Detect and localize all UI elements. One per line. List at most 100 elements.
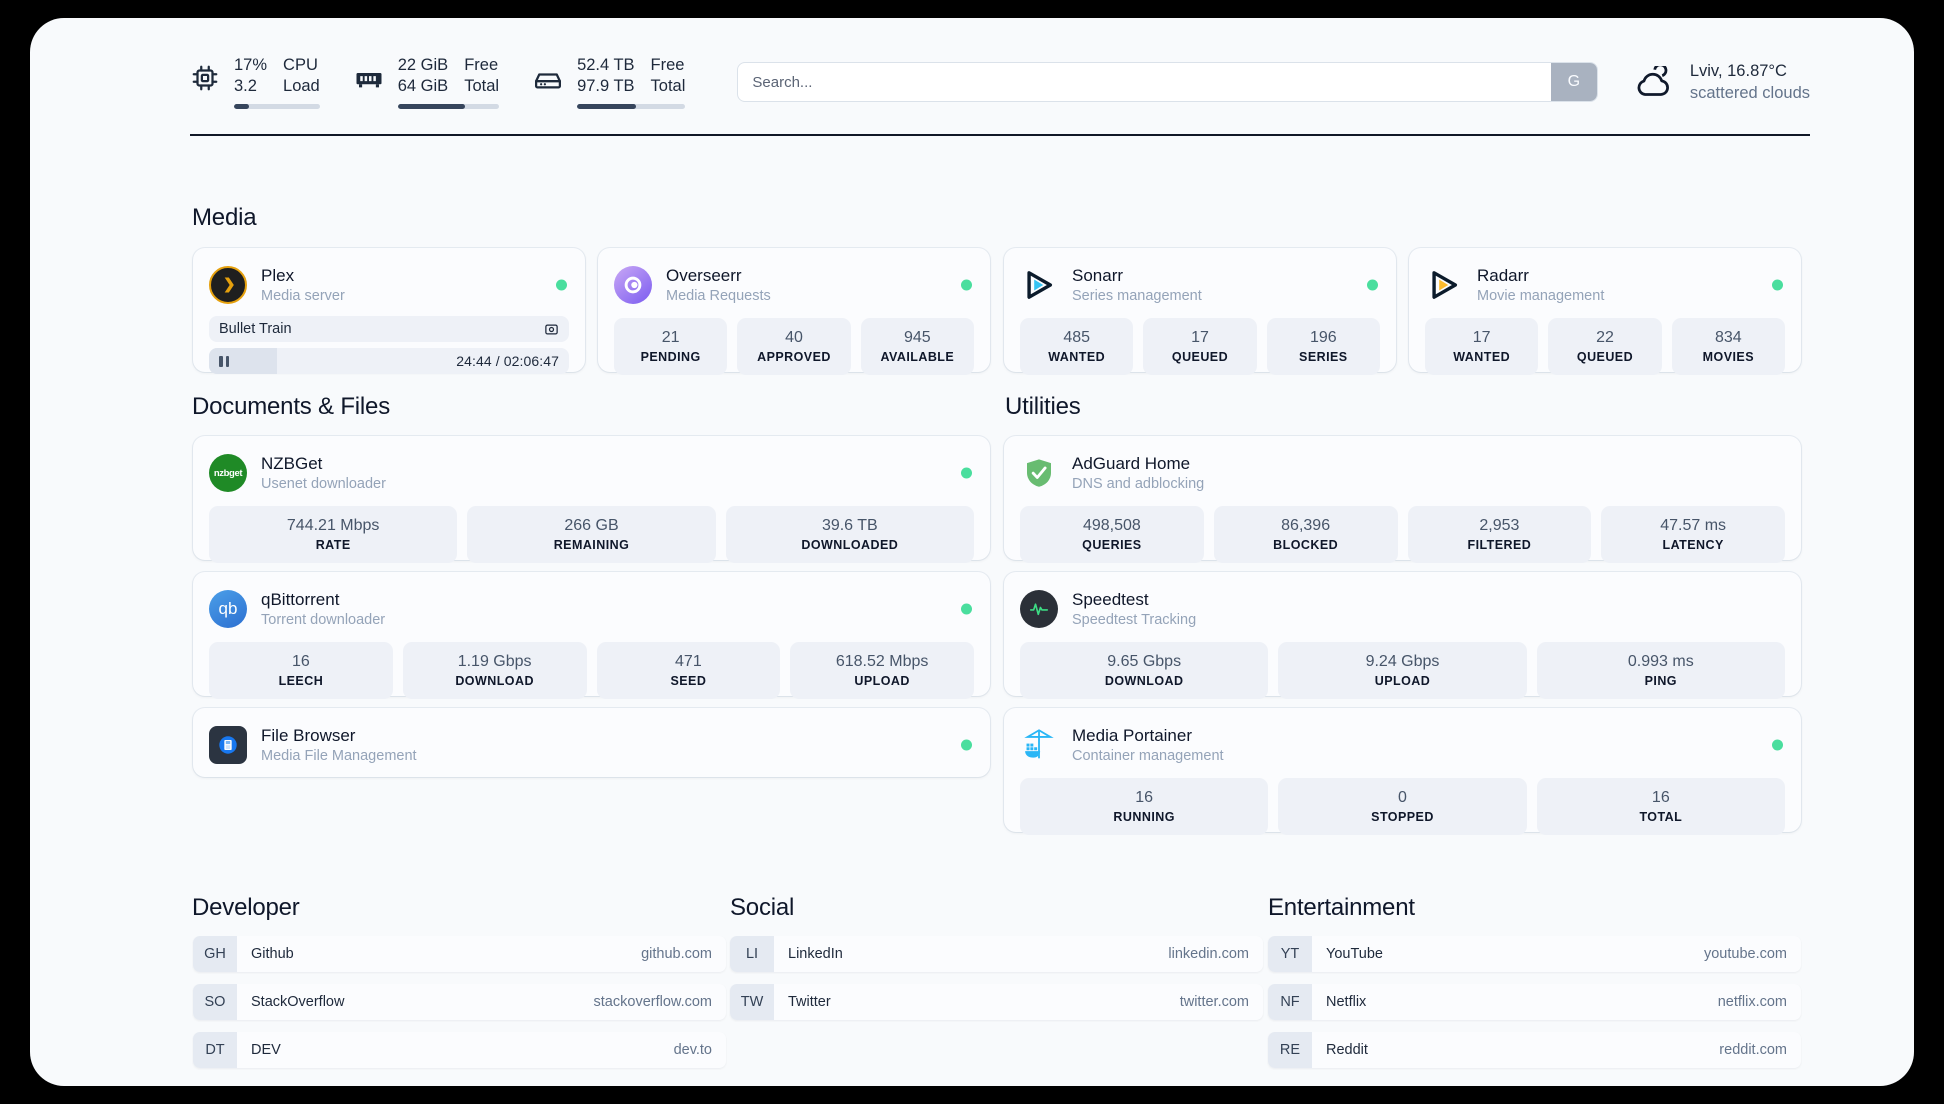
- stat-value: 40: [785, 329, 803, 346]
- service-card-speedtest[interactable]: Speedtest Speedtest Tracking 9.65 Gbps D…: [1004, 572, 1801, 699]
- stat-value: 618.52 Mbps: [835, 653, 929, 670]
- service-card-plex[interactable]: Plex Media server Bullet Train 24:44 / 0…: [193, 248, 585, 374]
- bookmark-badge: NF: [1268, 984, 1312, 1020]
- stat-tile: 9.24 Gbps UPLOAD: [1278, 642, 1527, 699]
- stat-value: 47.57 ms: [1660, 517, 1727, 534]
- bookmark-badge: GH: [193, 936, 237, 972]
- stats-row: 485 WANTED 17 QUEUED 196 SERIES: [1020, 318, 1380, 375]
- system-stat-disk: 52.4 TB 97.9 TB Free Total: [533, 55, 686, 109]
- overseerr-icon: [614, 266, 652, 304]
- stat-caption: DOWNLOAD: [1104, 674, 1184, 688]
- bookmark-name: YouTube: [1326, 946, 1383, 962]
- card-header: nzbget NZBGet Usenet downloader: [209, 450, 974, 496]
- memory-total-value: 64 GiB: [397, 77, 449, 95]
- service-card-radarr[interactable]: Radarr Movie management 17 WANTED 22 QUE…: [1409, 248, 1801, 375]
- bookmark-badge: LI: [730, 936, 774, 972]
- stat-value: 0.993 ms: [1627, 653, 1694, 670]
- stats-row: 17 WANTED 22 QUEUED 834 MOVIES: [1425, 318, 1785, 375]
- bookmark-name: Netflix: [1326, 994, 1367, 1010]
- stats-row: 16 RUNNING 0 STOPPED 16 TOTAL: [1020, 778, 1785, 835]
- search-engine-button[interactable]: G: [1550, 63, 1597, 101]
- stat-value: 471: [675, 653, 702, 670]
- card-header: Sonarr Series management: [1020, 262, 1380, 308]
- cpu-label-1: CPU: [283, 56, 318, 74]
- stat-caption: FILTERED: [1467, 538, 1532, 552]
- weather-widget[interactable]: Lviv, 16.87°C scattered clouds: [1634, 60, 1810, 104]
- section-title-documents: Documents & Files: [192, 393, 390, 420]
- service-card-overseerr[interactable]: Overseerr Media Requests 21 PENDING 40 A…: [598, 248, 990, 375]
- service-desc: Movie management: [1477, 287, 1605, 304]
- stats-row: 16 LEECH 1.19 Gbps DOWNLOAD 471 SEED 618…: [209, 642, 974, 699]
- stat-value: 0: [1398, 789, 1407, 806]
- pause-icon[interactable]: [219, 355, 229, 367]
- filebrowser-icon: [209, 726, 247, 764]
- service-desc: DNS and adblocking: [1072, 475, 1205, 492]
- bookmark-item-github[interactable]: GH Github github.com: [193, 936, 726, 972]
- cpu-label-2: Load: [283, 77, 320, 95]
- memory-label-1: Free: [464, 56, 499, 74]
- stat-caption: QUERIES: [1082, 538, 1142, 552]
- radarr-icon: [1425, 266, 1463, 304]
- bookmark-url: netflix.com: [1717, 994, 1787, 1010]
- stat-caption: UPLOAD: [854, 674, 910, 688]
- stat-caption: LATENCY: [1662, 538, 1724, 552]
- stat-value: 16: [1135, 789, 1154, 806]
- service-name: File Browser: [261, 725, 356, 745]
- service-card-portainer[interactable]: Media Portainer Container management 16 …: [1004, 708, 1801, 835]
- stat-caption: APPROVED: [757, 350, 831, 364]
- bookmark-item-linkedin[interactable]: LI LinkedIn linkedin.com: [730, 936, 1263, 972]
- bookmark-item-dev[interactable]: DT DEV dev.to: [193, 1032, 726, 1068]
- stat-tile: 1.19 Gbps DOWNLOAD: [402, 642, 587, 699]
- now-playing-title: Bullet Train: [219, 321, 292, 337]
- now-playing-progress[interactable]: 24:44 / 02:06:47: [209, 348, 569, 374]
- now-playing-title-bar: Bullet Train: [209, 316, 569, 342]
- disk-usage-bar: [577, 104, 686, 109]
- service-card-filebrowser[interactable]: File Browser Media File Management: [193, 708, 990, 777]
- service-desc: Media Requests: [666, 287, 771, 304]
- search-input[interactable]: [738, 63, 1551, 101]
- service-desc: Torrent downloader: [261, 611, 386, 628]
- bookmark-badge: RE: [1268, 1032, 1312, 1068]
- now-playing-time: 24:44 / 02:06:47: [456, 353, 559, 369]
- bookmark-group-title-developer: Developer: [192, 894, 300, 921]
- stat-tile: 945 AVAILABLE: [860, 318, 974, 375]
- stat-caption: BLOCKED: [1273, 538, 1339, 552]
- card-header: Plex Media server: [209, 262, 569, 308]
- bookmark-item-reddit[interactable]: RE Reddit reddit.com: [1268, 1032, 1801, 1068]
- stat-value: 485: [1063, 329, 1091, 346]
- status-indicator-online: [961, 279, 972, 291]
- service-name: Sonarr: [1072, 265, 1124, 285]
- bookmark-item-netflix[interactable]: NF Netflix netflix.com: [1268, 984, 1801, 1020]
- service-card-adguard[interactable]: AdGuard Home DNS and adblocking 498,508 …: [1004, 436, 1801, 563]
- status-indicator-online: [961, 603, 972, 615]
- cast-icon[interactable]: [544, 322, 559, 337]
- stat-caption: MOVIES: [1702, 350, 1754, 364]
- service-card-qbittorrent[interactable]: qb qBittorrent Torrent downloader 16 LEE…: [193, 572, 990, 699]
- sonarr-icon: [1020, 266, 1058, 304]
- service-card-nzbget[interactable]: nzbget NZBGet Usenet downloader 744.21 M…: [193, 436, 990, 563]
- stat-value: 21: [661, 329, 680, 346]
- stat-caption: DOWNLOADED: [801, 538, 899, 552]
- service-desc: Speedtest Tracking: [1072, 611, 1197, 628]
- header-divider: [190, 134, 1810, 136]
- stat-value: 86,396: [1281, 517, 1331, 534]
- stat-tile: 485 WANTED: [1020, 318, 1134, 375]
- stat-caption: QUEUED: [1171, 350, 1229, 364]
- disk-label-1: Free: [650, 56, 685, 74]
- card-header: File Browser Media File Management: [209, 722, 974, 768]
- service-card-sonarr[interactable]: Sonarr Series management 485 WANTED 17 Q…: [1004, 248, 1396, 375]
- bookmark-item-stackoverflow[interactable]: SO StackOverflow stackoverflow.com: [193, 984, 726, 1020]
- search-box[interactable]: G: [737, 62, 1598, 102]
- dashboard-page: 17% 3.2 CPU Load: [30, 18, 1914, 1086]
- stat-value: 834: [1714, 329, 1742, 346]
- stat-tile: 16 LEECH: [209, 642, 393, 699]
- bookmark-name: Github: [251, 946, 294, 962]
- bookmark-item-twitter[interactable]: TW Twitter twitter.com: [730, 984, 1263, 1020]
- service-desc: Series management: [1072, 287, 1202, 304]
- stat-tile: 498,508 QUERIES: [1020, 506, 1204, 563]
- card-header: Speedtest Speedtest Tracking: [1020, 586, 1785, 632]
- stat-value: 498,508: [1082, 517, 1141, 534]
- bookmark-item-youtube[interactable]: YT YouTube youtube.com: [1268, 936, 1801, 972]
- stat-tile: 2,953 FILTERED: [1407, 506, 1592, 563]
- bookmark-url: stackoverflow.com: [593, 994, 712, 1010]
